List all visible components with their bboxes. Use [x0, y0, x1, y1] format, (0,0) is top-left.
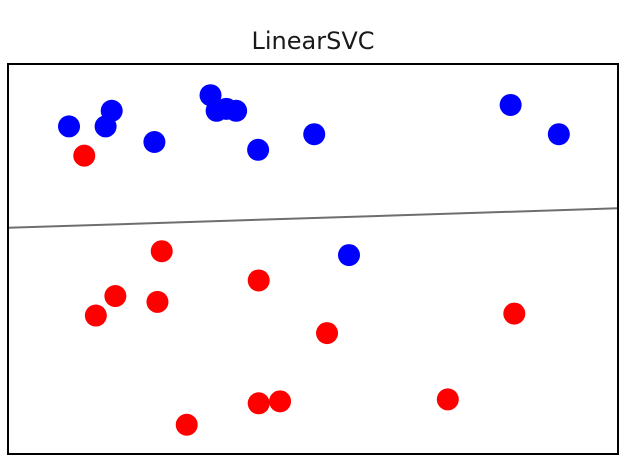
data-point-positive-12 [337, 244, 360, 267]
data-point-negative-11 [175, 413, 198, 436]
data-point-negative-0 [73, 144, 96, 167]
plot-frame [7, 63, 619, 455]
data-point-positive-9 [303, 123, 326, 146]
data-point-negative-7 [503, 302, 526, 325]
chart-title: LinearSVC [251, 27, 375, 55]
data-point-negative-1 [150, 240, 173, 263]
data-point-negative-4 [146, 290, 169, 313]
data-point-negative-3 [84, 304, 107, 327]
decision-boundary-line [8, 207, 618, 229]
data-point-negative-8 [247, 392, 270, 415]
data-point-positive-7 [225, 99, 248, 122]
data-point-negative-10 [436, 388, 459, 411]
data-point-positive-0 [58, 115, 80, 138]
data-point-positive-2 [94, 115, 117, 138]
data-point-positive-3 [143, 131, 166, 153]
data-point-negative-2 [104, 285, 127, 308]
data-point-positive-11 [547, 123, 570, 146]
data-point-positive-8 [247, 138, 270, 161]
data-point-negative-6 [316, 322, 339, 345]
data-point-negative-9 [269, 390, 292, 413]
data-point-positive-10 [499, 93, 522, 116]
data-point-negative-5 [247, 269, 270, 292]
